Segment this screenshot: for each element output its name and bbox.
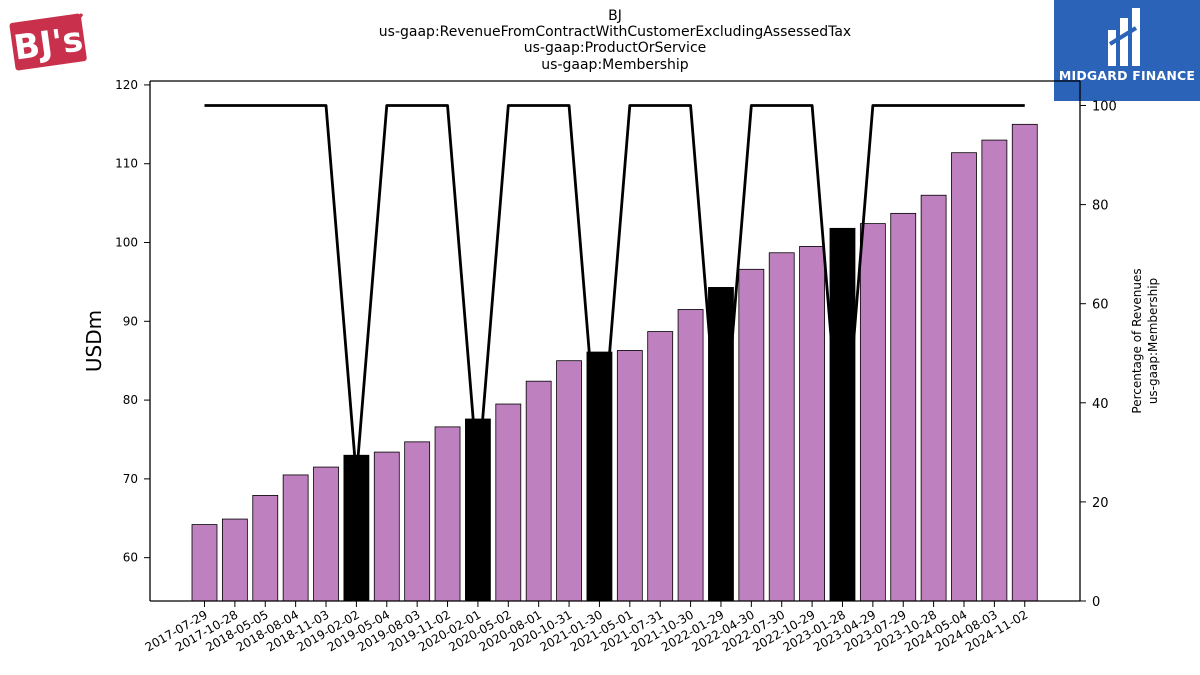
bar-2017-10-28 [221,518,248,602]
bar-2022-10-29 [799,246,825,602]
bar-2022-04-30 [738,268,765,602]
bar-2021-05-01 [616,350,643,602]
chart-title-ticker: BJ [608,8,622,24]
y-tick-label-120: 120 [115,78,138,92]
bar-2022-07-30 [768,252,795,602]
y2-axis-label-line1: Percentage of Revenues [1130,268,1144,413]
y2-tick-label-40: 40 [1092,397,1109,412]
y-tick-label-80: 80 [123,393,138,407]
y-tick-label-90: 90 [123,314,138,328]
midgard-finance-logo: MIDGARD FINANCE [1054,0,1200,101]
y-axis-label: USDm [82,310,106,372]
bar-2019-02-02 [343,454,370,602]
chart-title-member: us-gaap:Membership [541,57,689,73]
bar-2024-05-04 [951,152,977,602]
bar-2018-08-04 [282,474,309,602]
y2-axis-label-line2: us-gaap:Membership [1146,278,1160,404]
y-tick-label-100: 100 [115,236,138,250]
midgard-logo-text: MIDGARD FINANCE [1058,68,1196,83]
bjs-logo: BJ's [8,8,88,78]
bar-2020-05-02 [495,403,522,602]
bar-2023-07-29 [890,212,917,602]
chart-title-concept: us-gaap:RevenueFromContractWithCustomerE… [378,24,852,40]
bar-2019-08-03 [404,441,431,602]
bar-2021-10-30 [677,309,704,602]
bar-2020-08-01 [525,380,552,602]
y2-tick-label-80: 80 [1092,199,1109,214]
bar-2019-05-04 [373,451,400,602]
bar-2019-11-02 [434,426,461,602]
bar-2023-01-28 [829,227,856,602]
y2-tick-label-20: 20 [1092,496,1109,511]
y-tick-label-70: 70 [123,472,138,486]
chart-title-axis: us-gaap:ProductOrService [523,40,707,56]
y2-tick-label-100: 100 [1092,100,1117,115]
bar-2018-05-05 [252,495,279,602]
bar-2020-10-31 [556,360,582,602]
bar-2024-11-02 [1011,123,1038,602]
y-tick-label-110: 110 [115,157,138,171]
bar-2022-01-29 [708,287,734,602]
bar-2023-04-29 [859,223,886,602]
bar-2018-11-03 [313,466,339,602]
bar-2020-02-01 [465,418,491,602]
y-tick-label-60: 60 [123,551,138,565]
bar-2017-07-29 [191,524,218,602]
percentage-line [204,104,1025,479]
y2-tick-label-0: 0 [1092,595,1100,610]
bar-2023-10-28 [920,194,947,602]
bar-2024-08-03 [981,139,1008,602]
y2-tick-label-60: 60 [1092,298,1109,313]
bar-2021-07-31 [647,331,674,602]
